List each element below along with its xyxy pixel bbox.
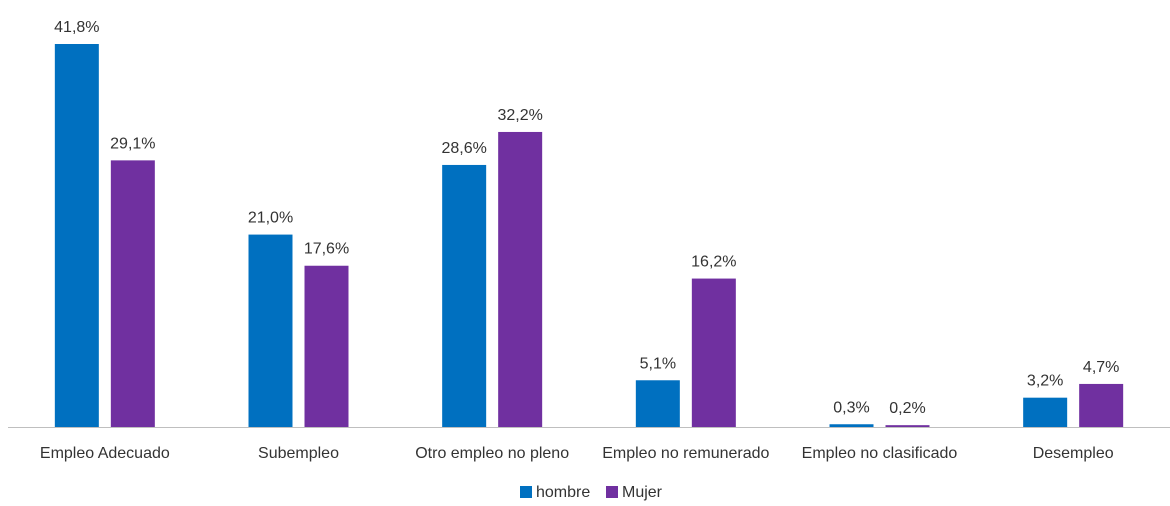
legend-label: hombre <box>536 484 590 501</box>
legend: hombre Mujer <box>520 484 663 501</box>
bar-hombre <box>1023 397 1068 427</box>
category-label: Empleo no clasificado <box>802 445 958 462</box>
category-label: Desempleo <box>1033 445 1114 462</box>
category-label: Empleo Adecuado <box>40 445 170 462</box>
bar-hombre <box>248 234 293 427</box>
bars-layer <box>54 44 1124 427</box>
data-label: 0,2% <box>889 400 925 417</box>
bar-mujer <box>304 265 349 427</box>
data-label: 41,8% <box>54 19 99 36</box>
data-label: 17,6% <box>304 241 349 258</box>
bar-hombre <box>635 380 680 427</box>
bar-mujer <box>498 131 543 427</box>
value-labels-layer: 41,8% 29,1% 21,0% 17,6% 28,6% 32,2% 5,1% 16,2% 0… <box>54 19 1119 417</box>
data-label: 28,6% <box>441 140 486 157</box>
data-label: 16,2% <box>691 254 736 271</box>
bar-mujer <box>691 278 736 427</box>
bar-hombre <box>442 164 487 427</box>
category-label: Subempleo <box>258 445 339 462</box>
legend-swatch-mujer <box>606 486 618 498</box>
data-label: 32,2% <box>497 107 542 124</box>
category-label: Otro empleo no pleno <box>415 445 569 462</box>
bar-mujer <box>885 425 930 427</box>
data-label: 4,7% <box>1083 359 1119 376</box>
legend-label: Mujer <box>622 484 663 501</box>
category-label: Empleo no remunerado <box>602 445 769 462</box>
bar-hombre <box>54 44 99 427</box>
bar-mujer <box>110 160 155 427</box>
bar-mujer <box>1079 383 1124 427</box>
category-labels-layer: Empleo Adecuado Subempleo Otro empleo no p… <box>40 445 1114 462</box>
data-label: 3,2% <box>1027 373 1063 390</box>
data-label: 0,3% <box>833 399 869 416</box>
data-label: 21,0% <box>248 210 293 227</box>
data-label: 5,1% <box>640 355 676 372</box>
bar-hombre <box>829 424 874 427</box>
legend-swatch-hombre <box>520 486 532 498</box>
data-label: 29,1% <box>110 135 155 152</box>
